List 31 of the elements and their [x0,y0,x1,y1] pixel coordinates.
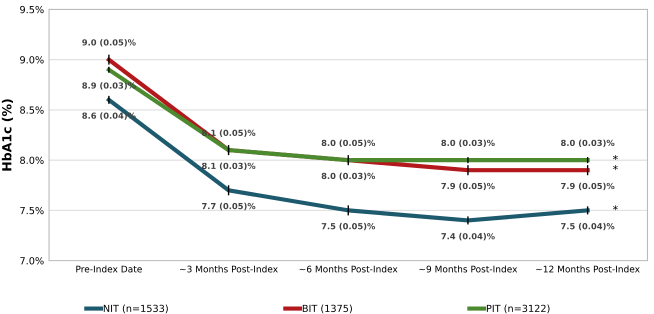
y-tick-label: 9.0% [20,56,44,64]
annotation: * [612,154,618,160]
annotation: * [612,205,618,210]
data-label: 7.5 (0.05)% [322,222,376,230]
y-tick-label: 9.5% [20,6,44,14]
data-label: 7.5 (0.04)% [561,222,614,230]
data-label: 7.9 (0.05)% [441,182,495,190]
data-label: 8.0 (0.03)% [322,172,376,180]
x-tick-label: ~3 Months Post-Index [180,265,278,272]
y-tick-label: 7.5% [20,206,44,214]
x-tick-label: ~12 Months Post-Index [536,265,640,272]
data-label: 8.1 (0.03)% [202,162,256,170]
data-label: 8.1 (0.05)% [202,130,256,137]
data-label: 7.7 (0.05)% [202,202,256,210]
y-tick-label: 8.5% [20,106,44,114]
data-label: 9.0 (0.05)% [82,39,136,47]
y-tick-label: 8.0% [20,156,44,164]
y-axis-title: HbA1c (%) [2,99,13,171]
annotation: * [612,165,618,170]
legend-label: BIT (1375) [302,304,352,314]
data-label: 8.0 (0.03)% [561,140,614,148]
data-label: 7.9 (0.05)% [561,182,614,190]
legend-label: NIT (n=1533) [104,304,168,314]
x-tick-label: Pre-Index Date [76,265,142,272]
legend-label: PIT (n=3122) [486,304,550,314]
x-tick-label: ~6 Months Post-Index [300,265,398,272]
data-label: 8.0 (0.05)% [322,140,376,148]
y-tick-label: 7.0% [20,257,44,264]
data-label: 7.4 (0.04)% [441,232,495,240]
x-tick-label: ~9 Months Post-Index [419,265,518,272]
data-label: 8.0 (0.03)% [441,140,495,148]
